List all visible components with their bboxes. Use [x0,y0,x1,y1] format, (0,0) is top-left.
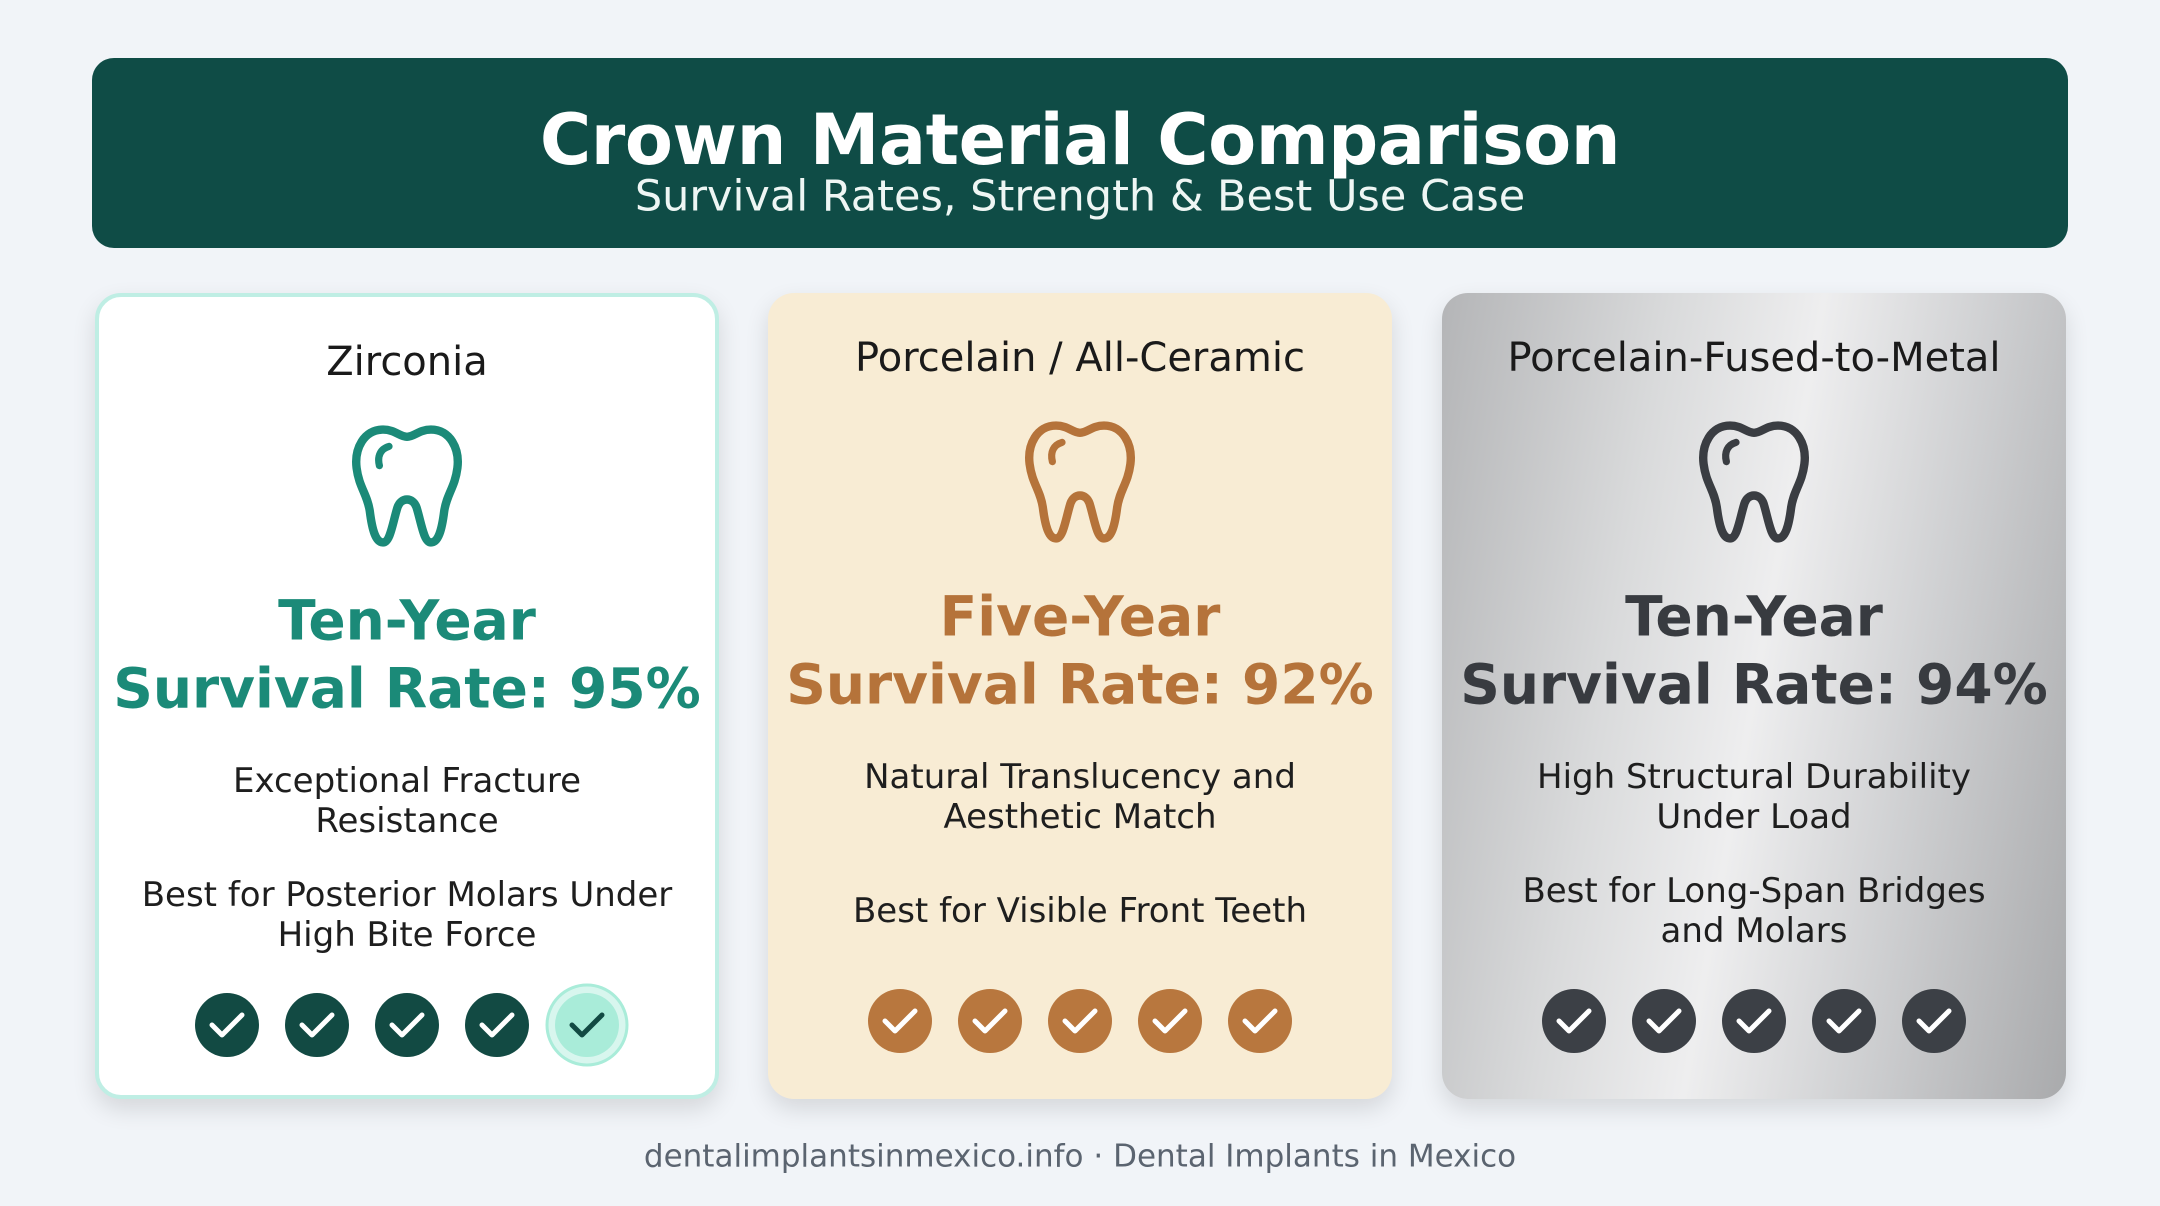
survival-rate: Survival Rate: 94% [1460,652,2048,717]
card-title: Porcelain-Fused-to-Metal [1507,335,2001,381]
check-circle [1048,989,1112,1053]
survival-heading: Five-Year [939,584,1221,649]
check-tick [1062,1008,1098,1034]
best-for-text: High Bite Force [277,915,537,955]
check-tick [1916,1008,1952,1034]
rating-checks [195,983,629,1067]
check-tick [479,1012,515,1038]
best-for-text: Best for Posterior Molars Under [141,875,673,915]
check-tick [1646,1008,1682,1034]
check-circle [958,989,1022,1053]
material-card: Zirconia Ten-Year Survival Rate: 95% Except… [95,293,719,1099]
survival-rate: Survival Rate: 95% [113,656,701,721]
tooth-icon [352,425,462,547]
card-title: Zirconia [326,339,488,385]
feature-text: High Structural Durability [1537,757,1971,797]
best-for-text: Best for Long-Span Bridges [1522,871,1986,911]
feature-text: Under Load [1656,797,1852,837]
check-circle [1812,989,1876,1053]
feature-text: Exceptional Fracture [232,761,582,801]
card-title: Porcelain / All-Ceramic [855,335,1305,381]
tooth-outline [1699,421,1809,543]
best-for-text: and Molars [1660,911,1848,951]
footer: dentalimplantsinmexico.info · Dental Imp… [643,1138,1517,1175]
check-tick [972,1008,1008,1034]
check-circle [555,993,619,1057]
tooth-highlight [1722,438,1740,466]
check-circle [195,993,259,1057]
check-circle [285,993,349,1057]
check-circle [868,989,932,1053]
tooth-highlight [1048,438,1066,466]
check-tick [1826,1008,1862,1034]
header-banner: Crown Material Comparison Survival Rates… [92,58,2068,248]
check-tick [209,1012,245,1038]
check-circle [1632,989,1696,1053]
rating-checks [868,989,1292,1053]
check-circle [1722,989,1786,1053]
check-tick [1152,1008,1188,1034]
check-tick [389,1012,425,1038]
check-tick [882,1008,918,1034]
check-tick [1242,1008,1278,1034]
feature-text: Natural Translucency and [864,757,1296,797]
check-tick [299,1012,335,1038]
feature-text: Resistance [315,801,499,841]
page-subtitle: Survival Rates, Strength & Best Use Case [634,171,1526,222]
check-circle [375,993,439,1057]
check-circle [1228,989,1292,1053]
tooth-icon [1025,421,1135,543]
check-circle [1902,989,1966,1053]
tooth-highlight [375,442,393,470]
check-circle [1138,989,1202,1053]
tooth-icon [1699,421,1809,543]
check-tick [1736,1008,1772,1034]
material-card: Porcelain / All-Ceramic Five-Year Survival… [768,293,1392,1099]
check-circle [465,993,529,1057]
tooth-outline [1025,421,1135,543]
page-title: Crown Material Comparison [539,99,1621,181]
check-tick [1556,1008,1592,1034]
tooth-outline [352,425,462,547]
feature-text: Aesthetic Match [943,797,1217,837]
survival-heading: Ten-Year [1625,584,1883,649]
survival-heading: Ten-Year [278,588,536,653]
survival-rate: Survival Rate: 92% [786,652,1374,717]
material-card: Porcelain-Fused-to-Metal Ten-Year Survival… [1442,293,2066,1099]
check-circle [1542,989,1606,1053]
check-tick [569,1012,605,1038]
rating-checks [1542,989,1966,1053]
best-for-text: Best for Visible Front Teeth [852,891,1308,931]
